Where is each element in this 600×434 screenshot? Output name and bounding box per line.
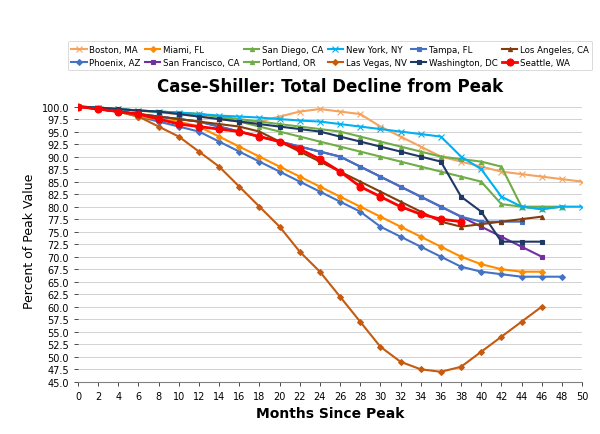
Legend: Boston, MA, Phoenix, AZ, Miami, FL, San Francisco, CA, San Diego, CA, Portland, : Boston, MA, Phoenix, AZ, Miami, FL, San … [68,42,592,71]
Title: Case-Shiller: Total Decline from Peak: Case-Shiller: Total Decline from Peak [157,78,503,95]
Y-axis label: Percent of Peak Value: Percent of Peak Value [23,173,36,309]
X-axis label: Months Since Peak: Months Since Peak [256,407,404,421]
